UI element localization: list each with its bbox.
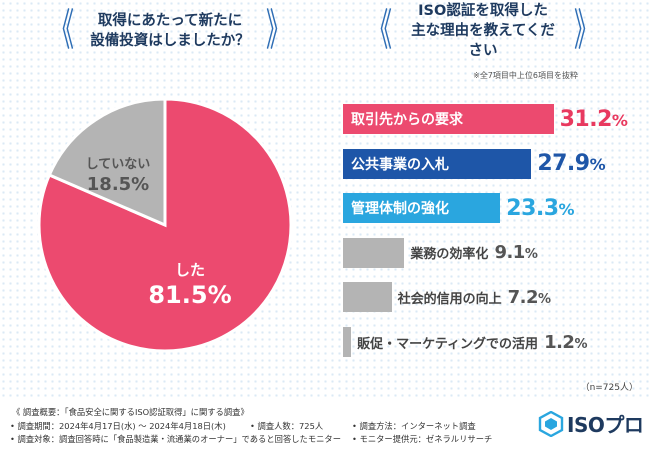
bar-1: 公共事業の入札: [343, 148, 532, 179]
left-bracket-icon: 《: [50, 5, 75, 56]
isopro-logo: ISOプロ: [538, 409, 644, 438]
bar-row-5: 販促・マーケティングでの活用 1.2%: [343, 327, 587, 357]
bar-value-label-5: 1.2%: [544, 331, 587, 353]
bar-4: [343, 282, 392, 313]
pie-question-header: 《 取得にあたって新たに 設備投資はしましたか？ 》: [40, 0, 300, 62]
bar-title-line-2: 主な理由を教えてください: [411, 23, 555, 59]
survey-period: • 調査期間：2024年4月17日(水) ～ 2024年4月18日(木): [10, 421, 226, 431]
survey-target: • 調査対象：調査回答時に「食品製造業・流通業のオーナー」であると回答したモニタ…: [10, 434, 342, 444]
bar-row-3: 業務の効率化 9.1%: [343, 237, 538, 268]
bar-question-title: ISO認証を取得した 主な理由を教えてください: [402, 1, 564, 61]
pie-slice-1: [47, 97, 167, 228]
pie-title-line-1: 取得にあたって新たに: [97, 13, 243, 29]
sample-size: （n=725人）: [580, 383, 638, 393]
pie-title-line-2: 設備投資はしましたか？: [90, 33, 250, 49]
survey-method: • 調査方法：インターネット調査: [352, 421, 476, 431]
pie-slice-value-0: 81.5%: [148, 281, 231, 309]
bar-question-header: 《 ISO認証を取得した 主な理由を教えてください 》: [358, 0, 608, 62]
survey-outline: 《 調査概要：「食品安全に関するISO認証取得」に関する調査》: [12, 407, 249, 417]
hexagon-logo-icon: [538, 410, 564, 437]
logo-text: ISOプロ: [567, 413, 644, 437]
right-bracket-icon: 》: [573, 5, 599, 56]
left-bracket-icon: 《: [367, 5, 393, 56]
top6-note: ※全7項目中上位6項目を抜粋: [473, 71, 578, 80]
bar-value-label-3: 9.1%: [494, 242, 538, 264]
bar-value-label-1: 27.9%: [537, 151, 606, 177]
pie-chart: した 81.5% していない 18.5%: [0, 60, 330, 390]
bar-value-label-2: 23.3%: [506, 195, 575, 221]
bar-2: 管理体制の強化: [343, 193, 501, 224]
bar-category-label-4: 社会的信用の向上: [397, 291, 502, 307]
pie-slice-value-1: 18.5%: [87, 174, 149, 195]
bar-row-0: 取引先からの要求 31.2%: [343, 104, 628, 134]
bar-row-1: 公共事業の入札 27.9%: [343, 148, 606, 179]
pie-slice-label-1: していない: [86, 157, 151, 172]
bar-row-2: 管理体制の強化 23.3%: [343, 193, 575, 224]
bar-value-label-0: 31.2%: [559, 106, 628, 132]
bar-category-label-5: 販促・マーケティングでの活用: [357, 336, 539, 352]
bar-title-line-1: ISO認証を取得した: [418, 3, 548, 19]
bar-category-label-1: 公共事業の入札: [351, 156, 449, 173]
bar-value-label-4: 7.2%: [507, 286, 551, 308]
survey-respondents: • 調査人数：725人: [250, 421, 324, 431]
bar-row-4: 社会的信用の向上 7.2%: [343, 282, 551, 313]
bar-5: [343, 327, 352, 357]
pie-question-title: 取得にあたって新たに 設備投資はしましたか？: [84, 11, 256, 51]
bar-category-label-0: 取引先からの要求: [351, 112, 463, 128]
survey-provider: • モニター提供元：ゼネラルリサーチ: [352, 434, 493, 444]
bar-category-label-3: 業務の効率化: [410, 247, 489, 263]
bar-0: 取引先からの要求: [343, 104, 554, 134]
bar-3: [343, 237, 405, 268]
pie-chart-svg: した 81.5% していない 18.5%: [37, 97, 293, 353]
pie-slice-label-0: した: [175, 261, 205, 279]
survey-footer: 《 調査概要：「食品安全に関するISO認証取得」に関する調査》 • 調査期間：2…: [0, 398, 650, 450]
bar-category-label-2: 管理体制の強化: [351, 201, 449, 218]
right-bracket-icon: 》: [265, 5, 290, 56]
